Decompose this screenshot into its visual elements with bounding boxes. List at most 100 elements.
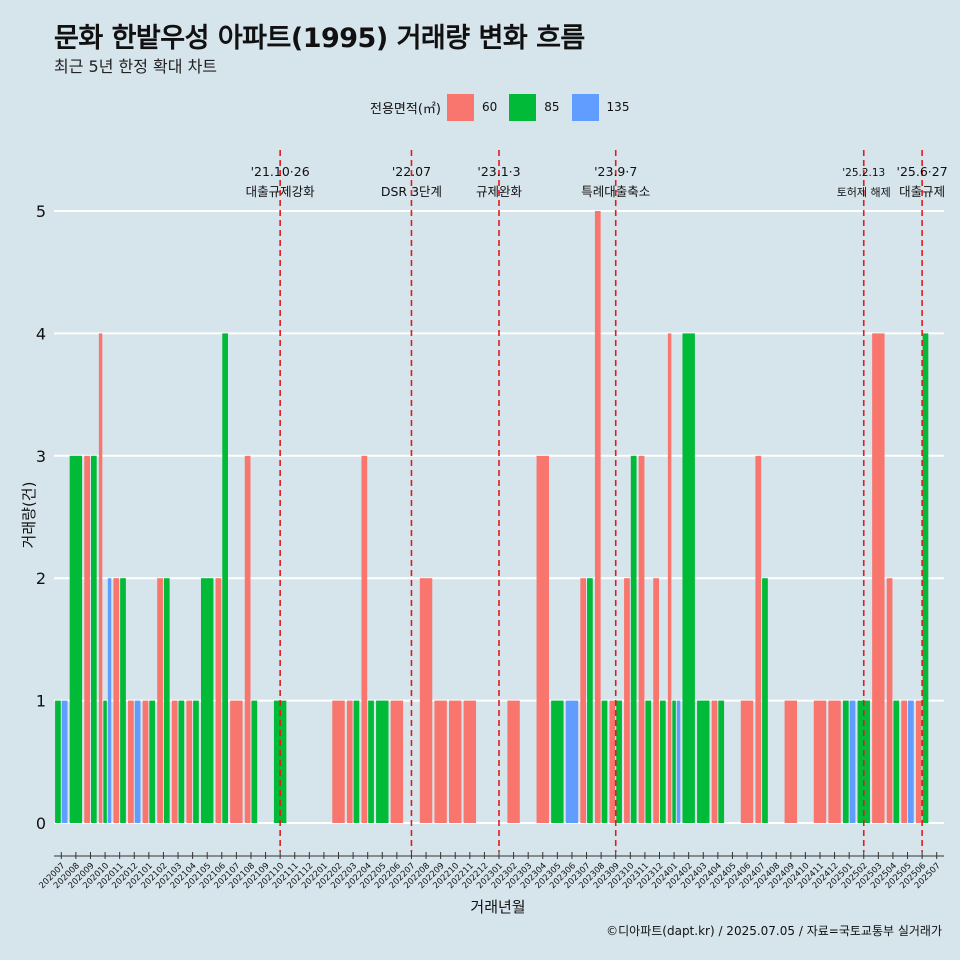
event-label-4: 토허제 해제: [837, 185, 891, 199]
bar-202102-85: [163, 578, 170, 823]
bar-202010-135: [107, 578, 112, 823]
bar-202007-85: [55, 700, 61, 823]
event-date-2: '23.1·3: [477, 164, 520, 179]
event-date-3: '23.9·7: [594, 164, 637, 179]
bar-202009-60: [84, 455, 90, 823]
bar-202103-85: [178, 700, 185, 823]
bar-202407-85: [762, 578, 768, 823]
bar-202203-85: [353, 700, 360, 823]
bar-202103-60: [171, 700, 178, 823]
bar-202102-60: [157, 578, 163, 823]
legend-item-135: 135: [571, 93, 630, 121]
bar-202012-60: [128, 700, 134, 823]
bar-202406-60: [740, 700, 754, 823]
bar-202008-85: [69, 455, 83, 823]
bar-202504-85: [893, 700, 900, 823]
bar-202104-85: [193, 700, 199, 823]
legend: 전용면적(㎡) 60 85 135: [370, 93, 641, 121]
bar-202409-60: [784, 700, 798, 823]
bar-202209-60: [434, 700, 447, 823]
bar-202311-85: [645, 700, 652, 823]
bar-202203-60: [346, 700, 353, 823]
bar-202501-135: [849, 700, 856, 823]
legend-label-135: 135: [606, 100, 630, 114]
y-tick-label-0: 0: [36, 814, 46, 833]
bar-202307-85: [587, 578, 593, 823]
bar-202404-60: [711, 700, 718, 823]
y-tick-label-2: 2: [36, 569, 46, 588]
bar-202010-60: [98, 333, 103, 823]
bar-202306-135: [565, 700, 579, 823]
bar-202206-60: [390, 700, 404, 823]
y-tick-label-1: 1: [36, 692, 46, 711]
event-label-1: DSR 3단계: [381, 184, 442, 199]
chart-title: 문화 한밭우성 아파트(1995) 거래량 변화 흐름: [54, 23, 585, 54]
y-tick-label-4: 4: [36, 324, 46, 343]
bar-202312-85: [659, 700, 666, 823]
bar-202205-85: [376, 700, 389, 823]
bar-202402-85: [682, 333, 695, 823]
bar-202401-60: [667, 333, 672, 823]
event-label-5: 대출규제: [899, 184, 945, 199]
bar-202305-85: [551, 700, 564, 823]
bar-202011-60: [113, 578, 120, 823]
y-tick-label-3: 3: [36, 447, 46, 466]
legend-swatch-85: [509, 93, 537, 121]
bar-202403-85: [697, 700, 710, 823]
event-label-3: 특례대출축소: [581, 184, 650, 199]
bar-202308-60: [594, 211, 601, 823]
bar-202011-85: [120, 578, 126, 823]
event-label-0: 대출규제강화: [246, 184, 316, 199]
bar-202505-135: [908, 700, 914, 823]
y-tick-label-5: 5: [36, 202, 46, 221]
bar-202106-85: [222, 333, 228, 823]
bar-202312-60: [653, 578, 659, 823]
event-date-1: '22.07: [392, 164, 431, 179]
bar-202401-135: [676, 700, 681, 823]
legend-title: 전용면적(㎡): [370, 101, 441, 117]
bar-202104-60: [186, 700, 193, 823]
legend-swatch-60: [446, 93, 474, 121]
bar-202107-60: [230, 700, 243, 823]
bar-202501-85: [842, 700, 849, 823]
y-axis-label: 거래량(건): [20, 481, 39, 549]
bar-202208-60: [419, 578, 433, 823]
bar-202311-60: [638, 455, 645, 823]
bar-202202-60: [332, 700, 345, 823]
bar-202310-85: [630, 455, 637, 823]
bar-202108-60: [244, 455, 251, 823]
bar-202503-60: [872, 333, 885, 823]
bar-202101-85: [149, 700, 156, 823]
source-caption: ©디아파트(dapt.kr) / 2025.07.05 / 자료=국토교통부 실…: [606, 924, 942, 938]
bar-202309-85: [616, 700, 622, 823]
legend-swatch-135: [571, 93, 599, 121]
event-date-4: '25.2.13: [842, 167, 885, 179]
bar-202204-85: [368, 700, 374, 823]
event-label-2: 규제완화: [476, 184, 523, 199]
bar-202108-85: [251, 700, 258, 823]
bar-202411-60: [813, 700, 827, 823]
bar-202210-60: [449, 700, 462, 823]
bar-202105-85: [200, 578, 214, 823]
bar-202009-85: [90, 455, 97, 823]
chart-subtitle: 최근 5년 한정 확대 차트: [54, 57, 218, 76]
bar-202505-60: [901, 700, 908, 823]
legend-item-60: 60: [446, 93, 498, 121]
bar-202307-60: [580, 578, 587, 823]
bar-202309-60: [609, 700, 616, 823]
bar-202101-60: [142, 700, 149, 823]
bar-202506-60: [915, 700, 922, 823]
bar-202106-60: [215, 578, 222, 823]
x-axis-label: 거래년월: [470, 898, 526, 916]
bar-202504-60: [886, 578, 893, 823]
event-date-0: '21.10·26: [251, 164, 310, 179]
bar-202310-60: [624, 578, 630, 823]
bar-202211-60: [463, 700, 477, 823]
bar-202407-60: [755, 455, 762, 823]
bar-202412-60: [828, 700, 841, 823]
event-date-5: '25.6·27: [897, 164, 948, 179]
bar-202204-60: [361, 455, 368, 823]
legend-item-85: 85: [509, 93, 560, 121]
legend-label-60: 60: [481, 100, 498, 114]
